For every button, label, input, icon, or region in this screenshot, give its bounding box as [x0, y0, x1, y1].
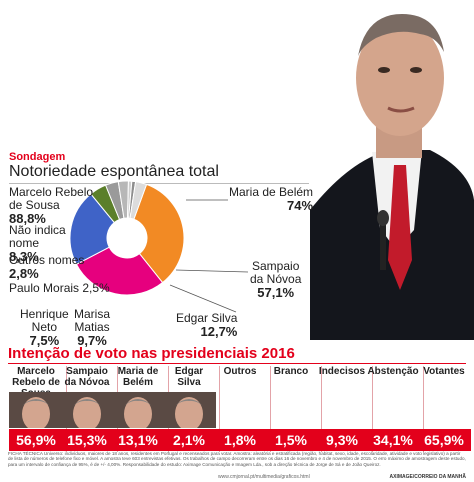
voting-intention-title: Intenção de voto nas presidenciais 2016 — [8, 345, 295, 362]
candidate-name-line: Branco — [273, 366, 309, 377]
pie-label-marcelo: Marcelo Rebelo de Sousa 88,8% — [9, 185, 94, 226]
column-separator — [219, 366, 220, 452]
voting-intention-divider — [8, 363, 466, 364]
candidate-name: Abstenção — [365, 366, 421, 392]
candidate-column: Edgar Silva 2,1% — [161, 366, 220, 462]
leader-line — [169, 284, 237, 313]
candidate-column: Branco 1,5% — [263, 366, 322, 462]
candidate-photo — [162, 392, 216, 428]
footer: www.cmjornal.pt/multimedia/graficos.html… — [8, 474, 466, 480]
pie-slice — [133, 183, 185, 284]
subtitle-divider — [9, 183, 309, 184]
candidate-column: Indecisos 9,3% — [314, 366, 373, 462]
candidate-name: Outros — [212, 366, 268, 392]
notoriedade-pie-chart — [69, 180, 249, 313]
chart-subtitle: Notoriedade espontânea total — [9, 163, 219, 180]
candidate-photo — [111, 392, 165, 428]
candidate-name-line: Abstenção — [367, 366, 419, 377]
pie-label-edgar-silva: Edgar Silva 12,7% — [176, 311, 238, 339]
candidate-column: Abstenção 34,1% — [365, 366, 424, 462]
pie-label-sampaio-novoa: Sampaio da Nóvoa 57,1% — [250, 259, 302, 300]
footer-url[interactable]: www.cmjornal.pt/multimedia/graficos.html — [218, 474, 310, 480]
candidate-name: Edgar Silva — [161, 366, 217, 392]
pie-label-nao-indica: Não indica nome 8,3% — [9, 223, 66, 264]
candidate-column: Votantes 65,9% — [416, 366, 472, 462]
candidate-name: Maria de Belém — [110, 366, 166, 392]
candidate-name-line: Votantes — [423, 366, 465, 377]
pie-slice — [69, 193, 116, 265]
candidate-photo — [60, 392, 114, 428]
candidate-name-line: Outros — [223, 366, 257, 377]
candidate-photo — [9, 392, 63, 428]
candidate-name-line: Belém — [122, 377, 153, 388]
pie-label-maria-belem: Maria de Belém 74% — [229, 185, 314, 213]
candidate-name-line: Silva — [177, 377, 201, 388]
portrait-photo — [310, 0, 474, 340]
column-separator — [270, 366, 271, 452]
column-separator — [423, 366, 424, 452]
candidate-name: Votantes — [416, 366, 472, 392]
leader-line — [175, 269, 249, 273]
candidate-value: 1,8% — [213, 429, 267, 451]
candidate-value: 15,3% — [60, 429, 114, 451]
pie-label-paulo-morais: Paulo Morais 2,5% — [9, 281, 110, 295]
candidate-name: Sampaio da Nóvoa — [59, 366, 115, 392]
candidate-name-line: Indecisos — [318, 366, 366, 377]
candidate-value: 13,1% — [111, 429, 165, 451]
pie-slice — [129, 181, 148, 220]
candidate-name: Branco — [263, 366, 319, 392]
technical-note: FICHA TÉCNICA Universo: indivíduos, maio… — [8, 451, 466, 467]
pie-slice — [75, 246, 164, 296]
candidate-name-line: Edgar — [174, 366, 204, 377]
candidate-value: 2,1% — [162, 429, 216, 451]
candidate-value: 1,5% — [264, 429, 318, 451]
candidate-name-line: da Nóvoa — [64, 377, 110, 388]
candidate-column: Maria de Belém 13,1% — [110, 366, 169, 462]
candidate-column: Sampaio da Nóvoa 15,3% — [59, 366, 118, 462]
candidate-column: Outros 1,8% — [212, 366, 271, 462]
candidate-name-line: Sampaio — [66, 366, 108, 377]
candidate-name: Indecisos — [314, 366, 370, 392]
candidate-value: 9,3% — [315, 429, 369, 451]
candidate-name-line: Marcelo — [17, 366, 55, 377]
column-separator — [321, 366, 322, 452]
footer-credit: AXIMAGE/CORREIO DA MANHÃ — [389, 474, 466, 480]
section-tag: Sondagem — [9, 151, 66, 163]
pie-label-henrique-neto: Henrique Neto 7,5% — [20, 307, 69, 348]
pie-label-outros-nomes: Outros nomes 2,8% — [9, 253, 85, 281]
candidate-value: 34,1% — [366, 429, 420, 451]
candidate-name-line: Maria de — [117, 366, 159, 377]
pie-label-marisa-matias: Marisa Matias 9,7% — [74, 307, 111, 348]
column-separator — [372, 366, 373, 452]
candidate-value: 56,9% — [9, 429, 63, 451]
candidate-value: 65,9% — [417, 429, 471, 451]
